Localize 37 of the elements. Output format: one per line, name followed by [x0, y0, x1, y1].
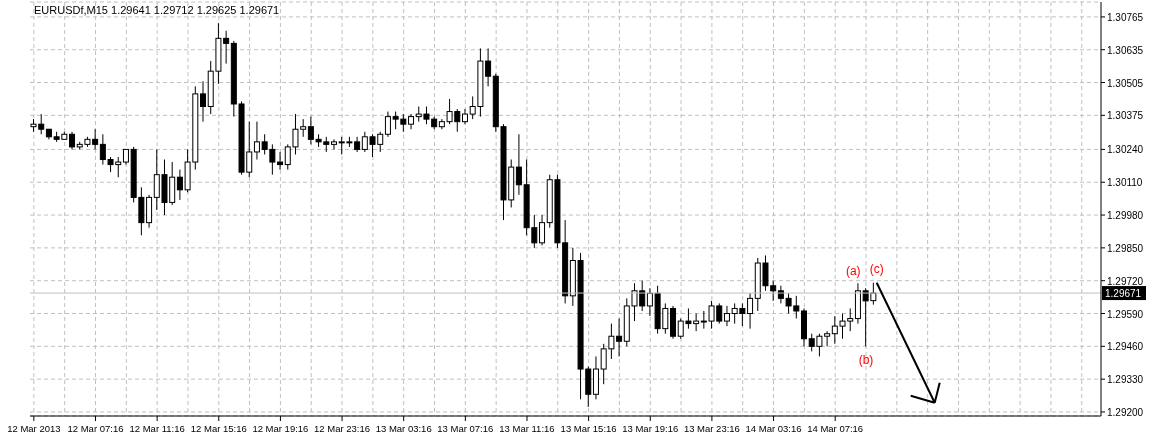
y-tick-label: 1.30765	[1107, 11, 1144, 23]
x-tick-label: 12 Mar 19:16	[252, 423, 309, 434]
y-tick-label: 1.30240	[1107, 144, 1144, 156]
x-tick-label: 13 Mar 11:16	[499, 423, 555, 434]
candlestick	[253, 121, 260, 161]
candlestick	[200, 80, 207, 123]
y-tick-label: 1.29720	[1107, 275, 1144, 287]
x-tick-label: 14 Mar 07:16	[807, 423, 864, 434]
x-tick-label: 12 Mar 07:16	[67, 423, 124, 434]
ref-line-label: 1.29671	[1105, 288, 1142, 300]
y-tick-label: 1.30110	[1107, 177, 1143, 189]
chart-title: EURUSDf,M15 1.29641 1.29712 1.29625 1.29671	[34, 4, 280, 16]
candlestick	[331, 138, 337, 150]
y-tick-label: 1.30505	[1107, 77, 1144, 89]
annotation: (a)	[845, 264, 861, 279]
y-tick-label: 1.29460	[1107, 341, 1144, 353]
candlestick	[723, 305, 730, 327]
x-tick-label: 13 Mar 07:16	[437, 423, 494, 434]
y-tick-label: 1.29330	[1107, 374, 1144, 386]
annotation: (c)	[869, 261, 884, 276]
y-tick-label: 1.29590	[1107, 308, 1144, 320]
x-tick-label: 13 Mar 03:16	[375, 423, 432, 434]
annotation: (b)	[858, 353, 874, 368]
x-tick-label: 12 Mar 15:16	[190, 423, 247, 434]
x-tick-label: 13 Mar 23:16	[683, 423, 740, 434]
x-tick-label: 13 Mar 19:16	[622, 423, 679, 434]
x-tick-label: 14 Mar 03:16	[745, 423, 802, 434]
y-tick-label: 1.29980	[1107, 210, 1144, 222]
x-tick-label: 12 Mar 23:16	[314, 423, 371, 434]
y-tick-label: 1.30635	[1107, 44, 1144, 56]
x-tick-label: 12 Mar 11:16	[129, 423, 185, 434]
y-tick-label: 1.29850	[1107, 242, 1144, 254]
x-tick-label: 13 Mar 15:16	[560, 423, 617, 434]
y-tick-label: 1.30375	[1107, 110, 1144, 122]
y-tick-label: 1.29200	[1107, 406, 1144, 418]
candlestick	[539, 214, 546, 246]
x-tick-label: 12 Mar 2013	[7, 423, 61, 434]
